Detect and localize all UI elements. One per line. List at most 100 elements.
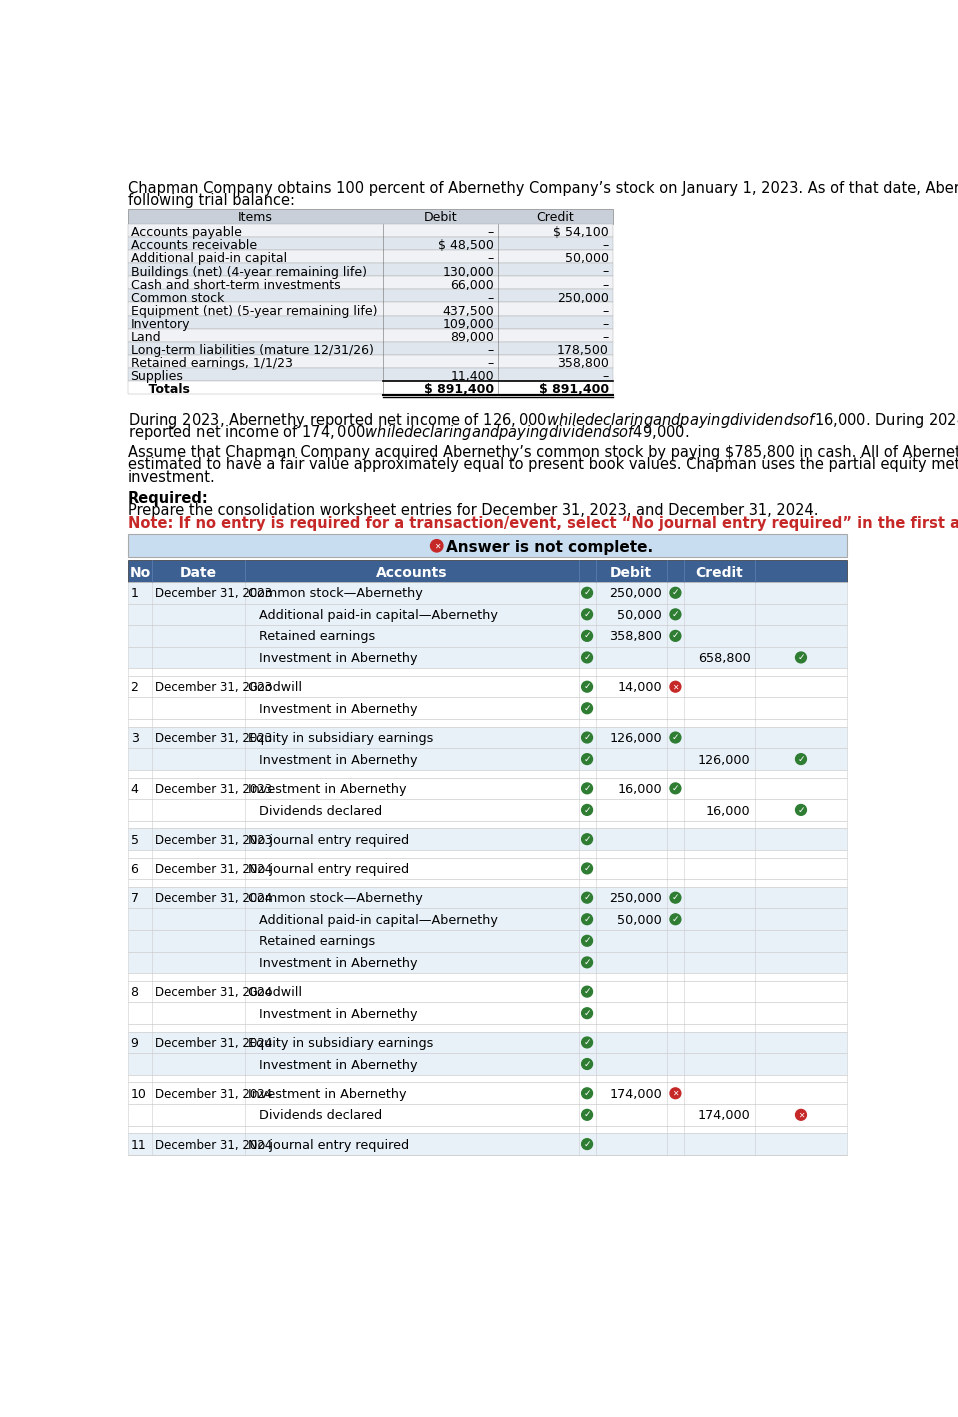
Circle shape bbox=[582, 935, 592, 947]
Bar bbox=[127, 676, 847, 697]
Text: ✓: ✓ bbox=[672, 733, 679, 743]
Text: 250,000: 250,000 bbox=[609, 588, 662, 601]
Text: ✓: ✓ bbox=[583, 588, 591, 598]
Text: 3: 3 bbox=[130, 733, 139, 745]
Bar bbox=[127, 952, 847, 973]
Bar bbox=[127, 604, 847, 625]
Text: 358,800: 358,800 bbox=[557, 357, 608, 370]
Bar bbox=[127, 727, 847, 748]
Text: Goodwill: Goodwill bbox=[247, 986, 303, 999]
Text: 250,000: 250,000 bbox=[609, 893, 662, 905]
Bar bbox=[127, 264, 613, 276]
Text: Equity in subsidiary earnings: Equity in subsidiary earnings bbox=[247, 1037, 433, 1050]
Text: Cash and short-term investments: Cash and short-term investments bbox=[130, 279, 340, 292]
Bar bbox=[127, 329, 613, 341]
Text: ✕: ✕ bbox=[673, 682, 678, 691]
Bar bbox=[127, 1074, 847, 1083]
Bar bbox=[127, 829, 847, 850]
Bar bbox=[127, 646, 847, 669]
Text: Equipment (net) (5-year remaining life): Equipment (net) (5-year remaining life) bbox=[130, 305, 377, 317]
Text: Note: If no entry is required for a transaction/event, select “No journal entry : Note: If no entry is required for a tran… bbox=[127, 516, 958, 531]
Text: ✓: ✓ bbox=[583, 755, 591, 764]
Text: 9: 9 bbox=[130, 1037, 139, 1050]
Bar bbox=[127, 251, 613, 264]
Text: 2: 2 bbox=[130, 682, 139, 694]
Text: Debit: Debit bbox=[423, 211, 457, 224]
Circle shape bbox=[670, 733, 681, 743]
Text: 14,000: 14,000 bbox=[618, 682, 662, 694]
Text: 16,000: 16,000 bbox=[618, 784, 662, 796]
Text: Investment in Abernethy: Investment in Abernethy bbox=[260, 1058, 418, 1071]
Circle shape bbox=[582, 652, 592, 663]
Circle shape bbox=[582, 754, 592, 765]
Bar bbox=[127, 534, 847, 557]
Text: –: – bbox=[603, 370, 608, 383]
Text: ✓: ✓ bbox=[583, 704, 591, 713]
Text: Inventory: Inventory bbox=[130, 317, 190, 332]
Text: $ 891,400: $ 891,400 bbox=[424, 384, 494, 397]
Text: ✓: ✓ bbox=[583, 632, 591, 640]
Text: 174,000: 174,000 bbox=[697, 1110, 751, 1122]
Text: ✓: ✓ bbox=[672, 893, 679, 903]
Circle shape bbox=[582, 609, 592, 619]
Circle shape bbox=[582, 682, 592, 691]
Circle shape bbox=[582, 1037, 592, 1047]
Text: $ 891,400: $ 891,400 bbox=[538, 384, 608, 397]
Text: ✓: ✓ bbox=[583, 1139, 591, 1149]
Text: Additional paid-in capital—Abernethy: Additional paid-in capital—Abernethy bbox=[260, 914, 498, 927]
Text: ✓: ✓ bbox=[672, 588, 679, 598]
Text: –: – bbox=[603, 265, 608, 279]
Text: Credit: Credit bbox=[536, 211, 574, 224]
Text: ✓: ✓ bbox=[583, 988, 591, 996]
Text: Accounts payable: Accounts payable bbox=[130, 227, 241, 239]
Bar bbox=[127, 1032, 847, 1053]
Circle shape bbox=[582, 784, 592, 794]
Text: Additional paid-in capital: Additional paid-in capital bbox=[130, 252, 286, 265]
Text: Long-term liabilities (mature 12/31/26): Long-term liabilities (mature 12/31/26) bbox=[130, 344, 374, 357]
Text: –: – bbox=[488, 227, 494, 239]
Text: ✓: ✓ bbox=[583, 1088, 591, 1098]
Text: 16,000: 16,000 bbox=[706, 805, 751, 818]
Text: December 31, 2023: December 31, 2023 bbox=[154, 588, 272, 601]
Bar bbox=[127, 908, 847, 930]
Text: –: – bbox=[488, 344, 494, 357]
Circle shape bbox=[582, 1058, 592, 1070]
Text: ✕: ✕ bbox=[673, 1088, 678, 1098]
Text: ✓: ✓ bbox=[583, 1111, 591, 1119]
Bar bbox=[127, 1083, 847, 1104]
Text: 5: 5 bbox=[130, 833, 139, 847]
Bar bbox=[127, 1104, 847, 1125]
Bar bbox=[127, 582, 847, 604]
Text: Retained earnings: Retained earnings bbox=[260, 631, 376, 643]
Text: 178,500: 178,500 bbox=[557, 344, 608, 357]
Text: Credit: Credit bbox=[696, 565, 743, 580]
Circle shape bbox=[582, 833, 592, 845]
Circle shape bbox=[670, 588, 681, 598]
Text: Investment in Abernethy: Investment in Abernethy bbox=[260, 754, 418, 767]
Text: Land: Land bbox=[130, 332, 161, 344]
Bar bbox=[127, 1053, 847, 1074]
Text: ✓: ✓ bbox=[583, 864, 591, 873]
Text: Answer is not complete.: Answer is not complete. bbox=[446, 540, 653, 554]
Circle shape bbox=[582, 863, 592, 874]
Text: –: – bbox=[488, 252, 494, 265]
Text: –: – bbox=[603, 279, 608, 292]
Circle shape bbox=[582, 1139, 592, 1149]
Text: ✓: ✓ bbox=[583, 915, 591, 924]
Text: Dividends declared: Dividends declared bbox=[260, 1110, 382, 1122]
Text: 174,000: 174,000 bbox=[609, 1088, 662, 1101]
Text: ✓: ✓ bbox=[583, 733, 591, 743]
Text: Buildings (net) (4-year remaining life): Buildings (net) (4-year remaining life) bbox=[130, 265, 367, 279]
Bar bbox=[127, 799, 847, 820]
Text: 130,000: 130,000 bbox=[443, 265, 494, 279]
Bar bbox=[127, 237, 613, 251]
Bar bbox=[127, 368, 613, 381]
Text: Required:: Required: bbox=[127, 492, 208, 506]
Text: ✓: ✓ bbox=[797, 653, 805, 662]
Circle shape bbox=[670, 682, 681, 691]
Text: 50,000: 50,000 bbox=[618, 914, 662, 927]
Text: ✓: ✓ bbox=[672, 632, 679, 640]
Bar bbox=[127, 302, 613, 316]
Text: December 31, 2024: December 31, 2024 bbox=[154, 986, 272, 999]
Text: Accounts receivable: Accounts receivable bbox=[130, 239, 257, 252]
